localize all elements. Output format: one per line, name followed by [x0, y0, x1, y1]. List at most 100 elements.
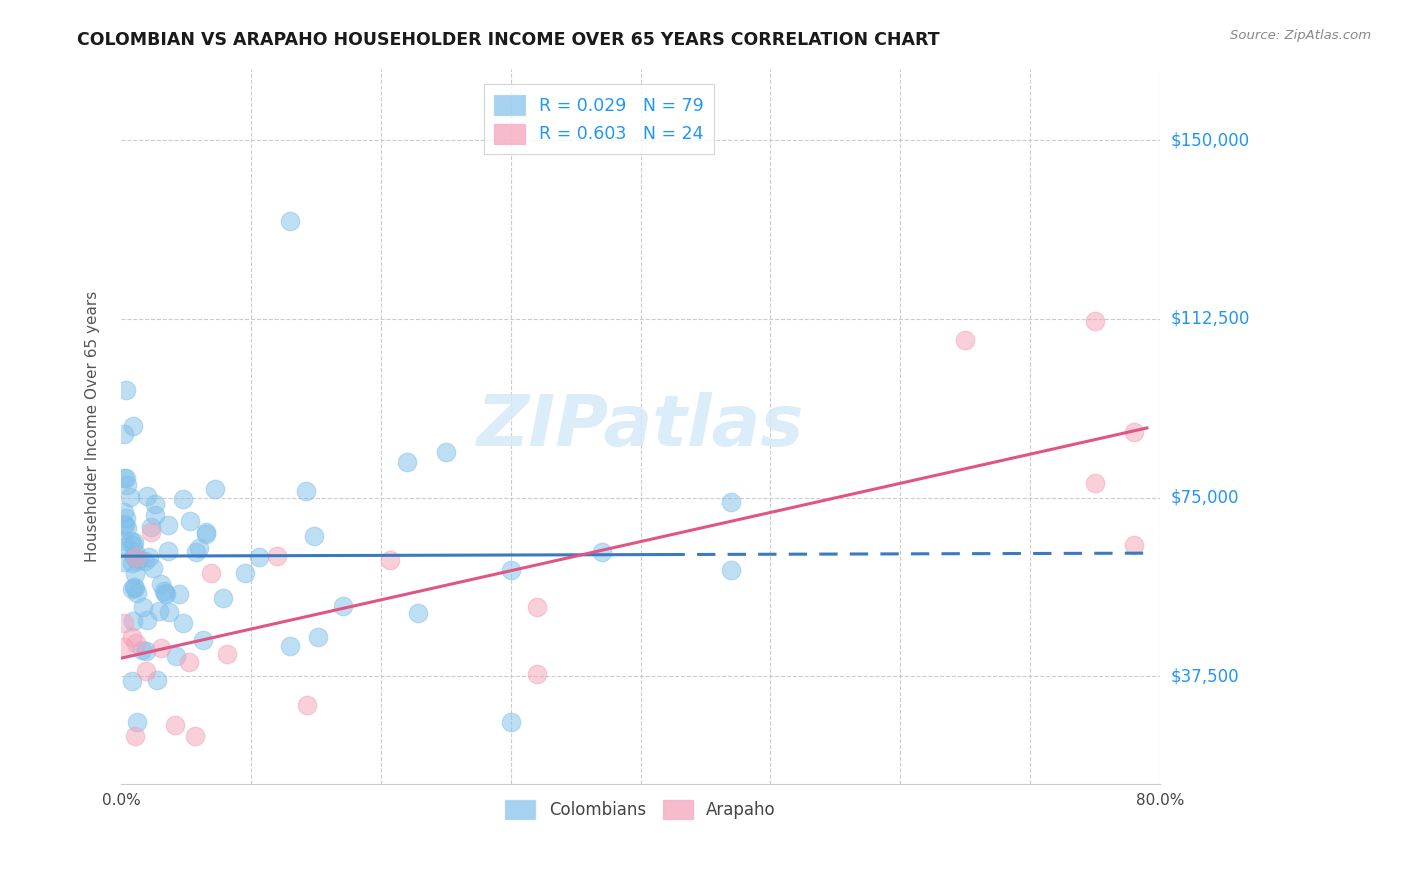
Point [1084, 476, 1107, 491]
Point [157, 606, 180, 620]
Point [127, 554, 149, 568]
Point [204, 483, 226, 497]
Point [153, 585, 176, 599]
Text: $112,500: $112,500 [1171, 310, 1250, 328]
Point [121, 556, 143, 570]
Point [143, 508, 166, 522]
Point [138, 549, 160, 564]
Point [112, 505, 135, 519]
Point [122, 538, 145, 552]
Point [121, 674, 143, 689]
Point [200, 566, 222, 581]
Point [124, 566, 146, 581]
Text: Source: ZipAtlas.com: Source: ZipAtlas.com [1230, 29, 1371, 42]
Text: $150,000: $150,000 [1171, 131, 1250, 149]
Point [307, 630, 329, 644]
Point [112, 555, 135, 569]
Point [128, 552, 150, 566]
Point [141, 520, 163, 534]
Point [302, 529, 325, 543]
Point [139, 524, 162, 539]
Point [112, 471, 135, 485]
Point [120, 533, 142, 548]
Point [212, 591, 235, 605]
Point [114, 517, 136, 532]
Point [135, 644, 157, 658]
Point [131, 643, 153, 657]
Point [720, 495, 742, 509]
Point [124, 581, 146, 595]
Point [1084, 314, 1107, 328]
Point [408, 606, 430, 620]
Point [395, 455, 418, 469]
Point [146, 673, 169, 688]
Point [499, 563, 522, 577]
Point [134, 554, 156, 568]
Point [142, 561, 165, 575]
Point [194, 524, 217, 539]
Point [115, 384, 138, 398]
Text: ZIPatlas: ZIPatlas [477, 392, 804, 460]
Point [124, 545, 146, 559]
Point [124, 580, 146, 594]
Point [127, 714, 149, 729]
Point [167, 587, 190, 601]
Point [120, 491, 142, 505]
Point [136, 489, 159, 503]
Point [112, 540, 135, 554]
Point [145, 497, 167, 511]
Point [184, 729, 207, 743]
Point [122, 549, 145, 564]
Point [526, 600, 548, 615]
Point [295, 483, 318, 498]
Text: COLOMBIAN VS ARAPAHO HOUSEHOLDER INCOME OVER 65 YEARS CORRELATION CHART: COLOMBIAN VS ARAPAHO HOUSEHOLDER INCOME … [77, 31, 941, 49]
Point [172, 615, 194, 630]
Point [125, 586, 148, 600]
Point [115, 471, 138, 485]
Legend: Colombians, Arapaho: Colombians, Arapaho [499, 793, 782, 825]
Point [1123, 425, 1146, 439]
Point [526, 667, 548, 681]
Point [249, 549, 271, 564]
Point [499, 714, 522, 729]
Point [165, 648, 187, 663]
Point [136, 613, 159, 627]
Point [720, 563, 742, 577]
Point [112, 615, 135, 630]
Point [115, 478, 138, 492]
Point [233, 566, 256, 581]
Point [278, 640, 301, 654]
Y-axis label: Householder Income Over 65 years: Householder Income Over 65 years [86, 291, 100, 562]
Point [124, 535, 146, 549]
Point [115, 521, 138, 535]
Point [172, 491, 194, 506]
Point [149, 577, 172, 591]
Point [112, 426, 135, 441]
Point [112, 640, 135, 655]
Point [591, 545, 613, 559]
Point [115, 511, 138, 525]
Point [380, 553, 402, 567]
Point [179, 655, 201, 669]
Point [266, 549, 288, 564]
Point [195, 527, 218, 541]
Point [122, 614, 145, 628]
Point [155, 587, 177, 601]
Text: $37,500: $37,500 [1171, 667, 1240, 685]
Point [125, 635, 148, 649]
Point [148, 604, 170, 618]
Point [215, 647, 238, 661]
Point [191, 633, 214, 648]
Point [131, 599, 153, 614]
Point [953, 334, 976, 348]
Point [112, 517, 135, 532]
Point [434, 444, 457, 458]
Point [188, 541, 211, 556]
Point [125, 550, 148, 565]
Text: $75,000: $75,000 [1171, 489, 1240, 507]
Point [278, 214, 301, 228]
Point [122, 419, 145, 434]
Point [332, 599, 354, 613]
Point [112, 534, 135, 549]
Point [124, 729, 146, 743]
